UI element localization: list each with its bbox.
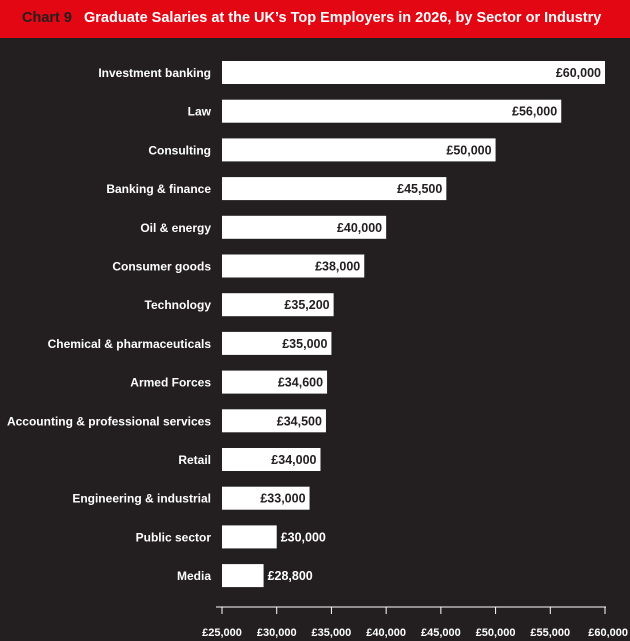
data-label: £33,000 — [260, 492, 305, 506]
data-label: £34,600 — [278, 376, 323, 390]
bar — [222, 61, 605, 84]
bar — [222, 409, 326, 433]
category-label: Law — [188, 105, 212, 119]
category-label: Technology — [145, 298, 212, 312]
category-label: Retail — [178, 453, 211, 467]
data-label: £38,000 — [315, 260, 360, 274]
x-tick-label: £45,000 — [421, 627, 461, 639]
category-label: Consulting — [148, 143, 211, 157]
data-label: £34,500 — [277, 414, 322, 428]
bar — [222, 331, 332, 355]
category-label: Investment banking — [98, 66, 211, 80]
bar — [222, 564, 264, 588]
bar — [222, 486, 310, 510]
bar — [222, 293, 334, 317]
x-tick-label: £30,000 — [257, 627, 297, 639]
data-label: £56,000 — [512, 105, 557, 119]
bar — [222, 370, 328, 394]
data-label: £40,000 — [337, 221, 382, 235]
data-label: £28,800 — [268, 569, 313, 583]
bar — [222, 215, 387, 239]
category-label: Oil & energy — [140, 221, 211, 235]
data-label: £60,000 — [556, 66, 601, 80]
x-tick-label: £40,000 — [366, 627, 406, 639]
data-label: £34,000 — [271, 453, 316, 467]
category-label: Media — [177, 569, 211, 583]
data-label: £35,200 — [284, 298, 329, 312]
category-label: Consumer goods — [112, 260, 211, 274]
category-label: Armed Forces — [130, 376, 211, 390]
x-tick-label: £60,000 — [588, 627, 628, 639]
bar — [222, 99, 562, 123]
category-label: Banking & finance — [106, 182, 211, 196]
bar — [222, 525, 277, 549]
data-label: £45,500 — [397, 182, 442, 196]
bar — [222, 448, 321, 471]
chart-number: Chart 9 — [22, 10, 72, 26]
category-label: Chemical & pharmaceuticals — [48, 337, 212, 351]
category-label: Engineering & industrial — [72, 492, 211, 506]
title-bar: Chart 9 Graduate Salaries at the UK’s To… — [0, 0, 630, 38]
x-tick-label: £25,000 — [202, 627, 242, 639]
category-label: Public sector — [136, 530, 212, 544]
x-tick-label: £55,000 — [530, 627, 570, 639]
bar — [222, 177, 447, 201]
data-label: £30,000 — [281, 530, 326, 544]
category-label: Accounting & professional services — [7, 414, 211, 428]
x-tick-label: £50,000 — [476, 627, 516, 639]
x-tick-label: £35,000 — [312, 627, 352, 639]
data-label: £50,000 — [446, 143, 491, 157]
bar — [222, 138, 496, 162]
bar — [222, 254, 365, 278]
chart-title: Graduate Salaries at the UK’s Top Employ… — [84, 10, 602, 26]
data-label: £35,000 — [282, 337, 327, 351]
